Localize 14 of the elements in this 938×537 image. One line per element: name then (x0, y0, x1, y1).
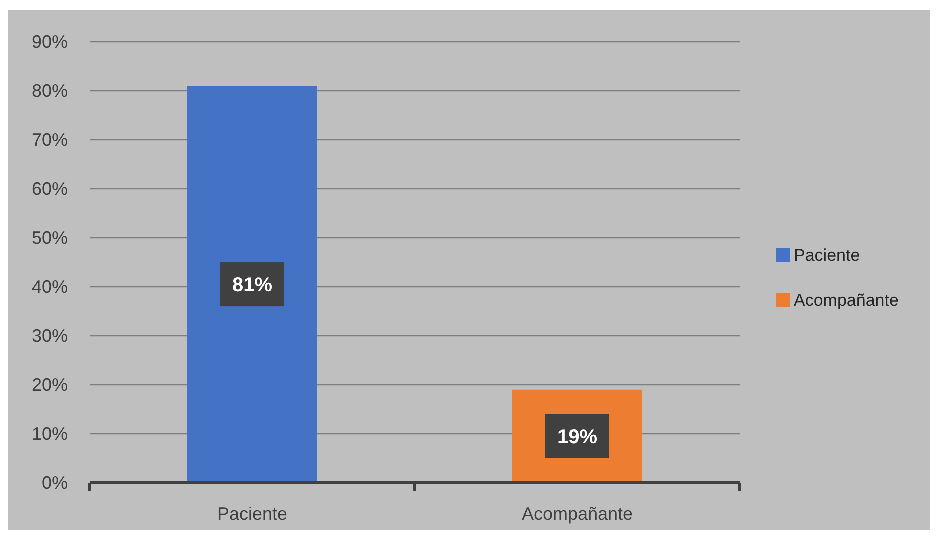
y-tick-label: 80% (32, 80, 68, 101)
y-tick-label: 20% (32, 374, 68, 395)
legend-label: Paciente (794, 246, 860, 265)
legend-label: Acompañante (794, 291, 899, 310)
data-label: 81% (232, 274, 273, 297)
y-tick-label: 0% (42, 472, 68, 493)
data-label: 19% (557, 426, 598, 448)
y-tick-label: 30% (32, 326, 68, 346)
y-tick-label: 50% (32, 228, 68, 248)
y-tick-label: 10% (32, 424, 68, 444)
y-tick-label: 60% (32, 178, 68, 199)
y-tick-label: 90% (32, 32, 68, 52)
y-tick-label: 70% (32, 130, 68, 150)
y-tick-label: 40% (32, 276, 68, 297)
